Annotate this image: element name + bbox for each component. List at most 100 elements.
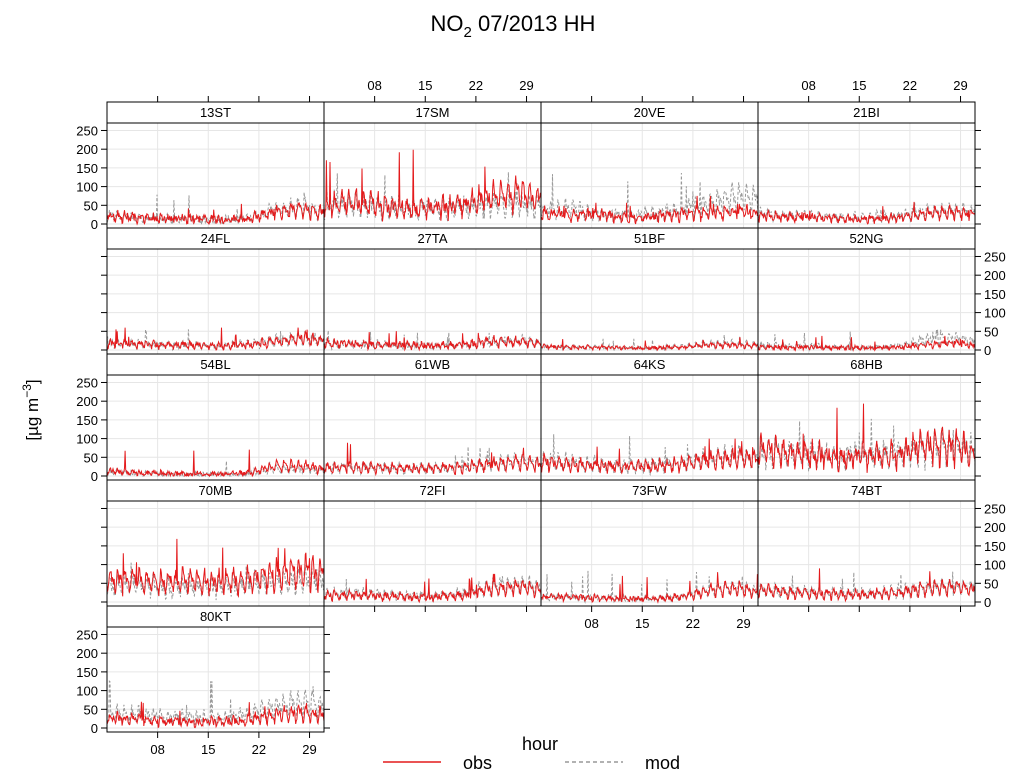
panel-frame [757, 248, 976, 355]
y-tick-label: 0 [91, 469, 98, 484]
panel-label: 27TA [417, 231, 447, 246]
series-obs-line [758, 335, 975, 352]
x-tick-label: 15 [635, 616, 649, 631]
series-obs-line [758, 201, 975, 225]
series-obs-line [541, 337, 758, 352]
series-mod-line [107, 329, 324, 352]
series-mod-line [758, 200, 975, 225]
x-tick-label: 29 [736, 616, 750, 631]
panel-label: 72FI [419, 483, 445, 498]
panel-21BI: 21BI 08 15 22 29 [757, 78, 981, 229]
x-tick-label: 22 [686, 616, 700, 631]
x-tick-label: 15 [418, 78, 432, 93]
y-tick-label: 150 [984, 539, 1006, 554]
panel-frame [540, 248, 759, 355]
panel-frame [757, 500, 976, 607]
y-tick-label: 0 [91, 721, 98, 736]
series-obs-line [758, 568, 975, 603]
panel-74BT: 74BT 0 50 100 150 200 250 [757, 479, 1006, 612]
y-tick-label: 0 [91, 217, 98, 232]
y-tick-label: 200 [76, 394, 98, 409]
panel-17SM: 17SM 08 15 22 29 [323, 78, 542, 229]
series-mod-line [324, 172, 541, 222]
panel-frame [540, 374, 759, 481]
x-axis-label: hour [522, 734, 558, 754]
y-tick-label: 150 [984, 287, 1006, 302]
panel-label: 70MB [199, 483, 233, 498]
series-obs-line [541, 195, 758, 225]
panel-80KT: 80KT 0 50 100 150 200 250 08 15 22 29 [76, 605, 330, 757]
panel-label: 74BT [851, 483, 882, 498]
y-tick-label: 0 [984, 595, 991, 610]
y-tick-label: 100 [76, 180, 98, 195]
y-tick-label: 200 [984, 268, 1006, 283]
chart-title: NO2 07/2013 HH [431, 11, 596, 41]
panel-27TA: 27TA [323, 227, 542, 355]
panel-64KS: 64KS [540, 353, 759, 481]
panel-label: 51BF [634, 231, 665, 246]
x-tick-label: 29 [519, 78, 533, 93]
y-tick-label: 150 [76, 161, 98, 176]
legend: obs mod [383, 753, 680, 773]
series-obs-line [107, 201, 324, 226]
panel-54BL: 54BL 0 50 100 150 200 250 [76, 353, 325, 484]
panel-70MB: 70MB [101, 479, 325, 607]
panel-72FI: 72FI [323, 479, 542, 612]
y-tick-label: 200 [76, 142, 98, 157]
x-tick-label: 08 [150, 742, 164, 757]
y-tick-label: 200 [984, 520, 1006, 535]
y-tick-label: 50 [84, 198, 98, 213]
y-tick-label: 250 [984, 501, 1006, 516]
y-axis-label: [µg m−3] [20, 379, 42, 440]
panel-label: 13ST [200, 105, 231, 120]
panel-label: 17SM [416, 105, 450, 120]
series-obs-line [758, 403, 975, 473]
series-mod-line [107, 461, 324, 478]
panel-52NG: 52NG 0 50 100 150 200 250 [757, 227, 1006, 358]
y-tick-label: 250 [76, 123, 98, 138]
panel-frame [106, 122, 325, 229]
series-obs-line [107, 449, 324, 478]
panel-label: 73FW [632, 483, 667, 498]
y-tick-label: 150 [76, 665, 98, 680]
y-tick-label: 50 [984, 324, 998, 339]
x-tick-label: 22 [469, 78, 483, 93]
series-obs-line [324, 442, 541, 477]
series-mod-line [107, 562, 324, 601]
y-tick-label: 50 [84, 702, 98, 717]
panel-24FL: 24FL [101, 227, 325, 355]
legend-item-mod: mod [565, 753, 680, 773]
panel-label: 64KS [634, 357, 666, 372]
panel-label: 24FL [201, 231, 231, 246]
x-tick-label: 22 [252, 742, 266, 757]
panel-frame [106, 374, 325, 481]
y-tick-label: 50 [84, 450, 98, 465]
y-tick-label: 50 [984, 576, 998, 591]
y-tick-label: 200 [76, 646, 98, 661]
legend-label-obs: obs [463, 753, 492, 773]
series-obs-line [107, 538, 324, 599]
series-obs-line [324, 573, 541, 604]
x-tick-label: 15 [201, 742, 215, 757]
x-tick-label: 08 [801, 78, 815, 93]
panel-label: 80KT [200, 609, 231, 624]
panel-frame [540, 500, 759, 607]
panel-label: 52NG [850, 231, 884, 246]
panel-13ST: 13ST 0 50 100 150 200 250 [76, 96, 325, 232]
legend-label-mod: mod [645, 753, 680, 773]
series-obs-line [107, 701, 324, 729]
series-mod-line [758, 418, 975, 472]
panel-label: 61WB [415, 357, 450, 372]
x-tick-label: 15 [852, 78, 866, 93]
panel-frame [106, 626, 325, 733]
panel-20VE: 20VE [540, 96, 759, 229]
x-tick-label: 29 [302, 742, 316, 757]
legend-item-obs: obs [383, 753, 492, 773]
panel-73FW: 73FW 08 15 22 29 [540, 479, 759, 631]
series-obs-line [107, 327, 324, 351]
panel-label: 54BL [200, 357, 230, 372]
y-tick-label: 0 [984, 343, 991, 358]
x-tick-label: 08 [584, 616, 598, 631]
